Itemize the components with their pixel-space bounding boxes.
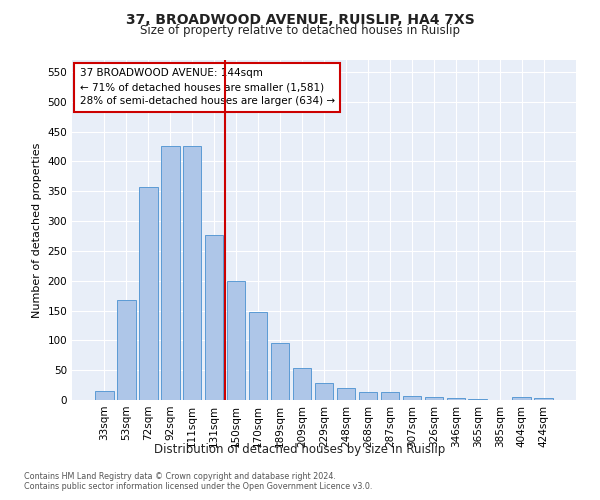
Bar	[271, 344, 289, 400]
Bar	[446, 398, 465, 400]
Text: Distribution of detached houses by size in Ruislip: Distribution of detached houses by size …	[154, 442, 446, 456]
Bar	[117, 300, 136, 400]
Bar	[359, 392, 377, 400]
Bar	[183, 146, 202, 400]
Bar	[249, 312, 268, 400]
Bar	[469, 399, 487, 400]
Text: 37, BROADWOOD AVENUE, RUISLIP, HA4 7XS: 37, BROADWOOD AVENUE, RUISLIP, HA4 7XS	[125, 12, 475, 26]
Bar	[425, 397, 443, 400]
Bar	[139, 187, 158, 400]
Bar	[403, 396, 421, 400]
Text: Size of property relative to detached houses in Ruislip: Size of property relative to detached ho…	[140, 24, 460, 37]
Text: 37 BROADWOOD AVENUE: 144sqm
← 71% of detached houses are smaller (1,581)
28% of : 37 BROADWOOD AVENUE: 144sqm ← 71% of det…	[80, 68, 335, 106]
Text: Contains public sector information licensed under the Open Government Licence v3: Contains public sector information licen…	[24, 482, 373, 491]
Text: Contains HM Land Registry data © Crown copyright and database right 2024.: Contains HM Land Registry data © Crown c…	[24, 472, 336, 481]
Bar	[95, 391, 113, 400]
Bar	[314, 384, 334, 400]
Bar	[380, 392, 399, 400]
Bar	[512, 397, 531, 400]
Bar	[227, 280, 245, 400]
Y-axis label: Number of detached properties: Number of detached properties	[32, 142, 42, 318]
Bar	[161, 146, 179, 400]
Bar	[535, 398, 553, 400]
Bar	[205, 235, 223, 400]
Bar	[337, 388, 355, 400]
Bar	[293, 368, 311, 400]
